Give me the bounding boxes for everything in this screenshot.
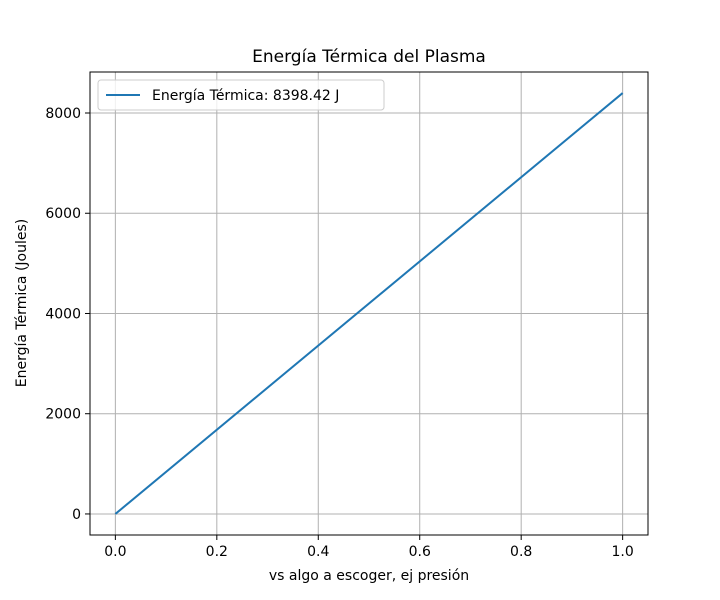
chart-title: Energía Térmica del Plasma	[252, 47, 486, 67]
x-axis-label: vs algo a escoger, ej presión	[269, 568, 469, 584]
y-tick-label: 0	[72, 507, 81, 523]
y-tick-label: 8000	[45, 106, 81, 122]
grid	[90, 72, 648, 535]
legend: Energía Térmica: 8398.42 J	[97, 79, 385, 111]
series-layer	[114, 92, 624, 515]
y-tick-label: 4000	[45, 306, 81, 322]
plot-frame	[89, 71, 649, 536]
x-tick-label: 0.2	[206, 544, 228, 560]
x-tick-label: 0.6	[409, 544, 431, 560]
series-line	[114, 92, 624, 515]
x-tick-label: 0.8	[510, 544, 532, 560]
legend-box	[97, 79, 385, 111]
legend-label: Energía Térmica: 8398.42 J	[152, 88, 339, 104]
y-axis-ticks: 0 2000 4000 6000 8000	[45, 106, 90, 523]
y-tick-label: 2000	[45, 407, 81, 423]
x-tick-label: 1.0	[612, 544, 634, 560]
x-axis-ticks: 0.0 0.2 0.4 0.6 0.8 1.0	[104, 535, 634, 560]
y-axis-label: Energía Térmica (Joules)	[14, 219, 30, 388]
y-tick-label: 6000	[45, 206, 81, 222]
x-tick-label: 0.0	[104, 544, 126, 560]
x-tick-label: 0.4	[307, 544, 329, 560]
